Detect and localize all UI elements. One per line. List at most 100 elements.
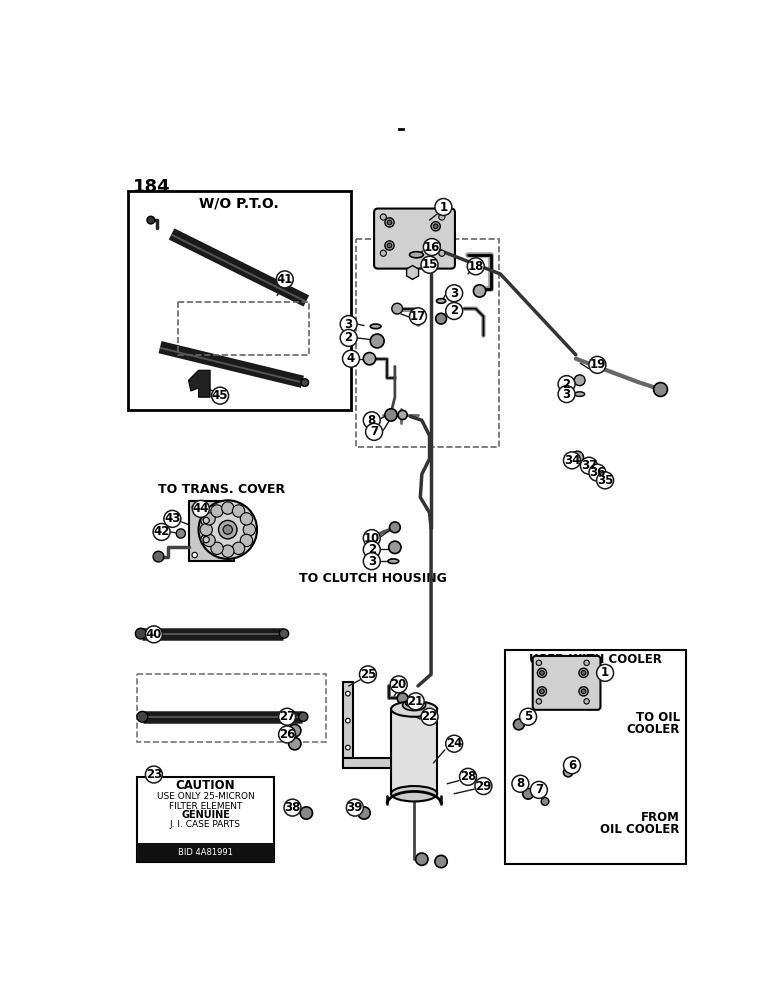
Text: 2: 2 — [344, 331, 353, 344]
Circle shape — [409, 308, 426, 325]
Circle shape — [135, 628, 146, 639]
Circle shape — [467, 258, 484, 275]
Text: 3: 3 — [563, 388, 571, 401]
Circle shape — [512, 775, 529, 792]
Text: 15: 15 — [422, 258, 438, 271]
Circle shape — [218, 520, 237, 539]
Circle shape — [137, 711, 147, 722]
Circle shape — [421, 256, 438, 273]
Text: 25: 25 — [360, 668, 376, 681]
Circle shape — [389, 541, 401, 554]
Circle shape — [232, 505, 245, 517]
Circle shape — [581, 671, 586, 675]
Circle shape — [203, 534, 215, 547]
Bar — [505, 650, 686, 864]
Circle shape — [223, 525, 232, 534]
Circle shape — [597, 664, 614, 681]
Circle shape — [530, 781, 547, 798]
Text: 29: 29 — [476, 780, 492, 793]
Ellipse shape — [409, 252, 423, 258]
Circle shape — [340, 316, 357, 333]
Circle shape — [212, 387, 229, 404]
Text: CAUTION: CAUTION — [176, 779, 235, 792]
Circle shape — [300, 807, 313, 819]
Circle shape — [388, 220, 392, 225]
Bar — [357, 239, 499, 447]
Circle shape — [537, 660, 542, 666]
Circle shape — [192, 552, 198, 558]
Text: 39: 39 — [347, 801, 363, 814]
Text: 37: 37 — [581, 459, 597, 472]
Circle shape — [164, 510, 181, 527]
Circle shape — [445, 735, 462, 752]
Circle shape — [346, 691, 350, 696]
Text: GENUINE: GENUINE — [181, 810, 230, 820]
Circle shape — [343, 350, 360, 367]
Text: TO CLUTCH HOUSING: TO CLUTCH HOUSING — [299, 572, 446, 585]
Circle shape — [284, 799, 301, 816]
Circle shape — [279, 726, 296, 743]
Circle shape — [301, 379, 309, 386]
Circle shape — [279, 629, 289, 638]
Text: 3: 3 — [450, 287, 459, 300]
Text: 36: 36 — [589, 466, 605, 479]
Text: 28: 28 — [460, 770, 476, 783]
Circle shape — [364, 353, 376, 365]
Circle shape — [415, 853, 428, 865]
Circle shape — [581, 457, 598, 474]
Circle shape — [421, 708, 438, 725]
Circle shape — [340, 329, 357, 346]
Text: 43: 43 — [164, 512, 181, 525]
Text: 8: 8 — [367, 414, 376, 427]
Ellipse shape — [371, 324, 381, 329]
Circle shape — [346, 718, 350, 723]
Circle shape — [381, 250, 387, 256]
Text: 16: 16 — [424, 241, 440, 254]
Circle shape — [558, 386, 575, 403]
Circle shape — [584, 660, 589, 666]
Text: 34: 34 — [564, 454, 581, 467]
Circle shape — [537, 699, 542, 704]
Circle shape — [200, 523, 212, 536]
Ellipse shape — [391, 786, 437, 801]
Circle shape — [581, 460, 590, 470]
Circle shape — [523, 788, 533, 799]
Circle shape — [371, 334, 384, 348]
Circle shape — [364, 541, 381, 558]
Circle shape — [279, 708, 296, 725]
Circle shape — [445, 285, 462, 302]
Circle shape — [459, 768, 476, 785]
Circle shape — [391, 676, 407, 693]
Text: 2: 2 — [450, 304, 459, 317]
Circle shape — [407, 693, 424, 710]
Circle shape — [385, 409, 397, 421]
Bar — [178, 302, 309, 355]
Circle shape — [435, 855, 447, 868]
Circle shape — [147, 216, 154, 224]
Circle shape — [540, 689, 544, 694]
Text: 4: 4 — [347, 352, 355, 365]
Text: 6: 6 — [568, 759, 576, 772]
Circle shape — [564, 768, 573, 777]
Text: 5: 5 — [524, 710, 532, 723]
Text: W/O P.T.O.: W/O P.T.O. — [199, 196, 279, 210]
Circle shape — [438, 214, 445, 220]
Circle shape — [579, 668, 588, 677]
Circle shape — [397, 693, 408, 704]
Bar — [137, 843, 274, 862]
Circle shape — [392, 303, 402, 314]
Text: 40: 40 — [146, 628, 162, 641]
Text: 19: 19 — [589, 358, 605, 371]
Circle shape — [364, 553, 381, 570]
Bar — [137, 674, 326, 742]
Circle shape — [423, 239, 440, 256]
Circle shape — [537, 668, 547, 677]
Circle shape — [564, 452, 581, 469]
Circle shape — [346, 745, 350, 750]
Circle shape — [574, 375, 585, 386]
Text: TO TRANS. COVER: TO TRANS. COVER — [158, 483, 286, 496]
Circle shape — [584, 699, 589, 704]
Circle shape — [358, 807, 371, 819]
Text: 45: 45 — [212, 389, 229, 402]
Text: BID 4A81991: BID 4A81991 — [178, 848, 233, 857]
